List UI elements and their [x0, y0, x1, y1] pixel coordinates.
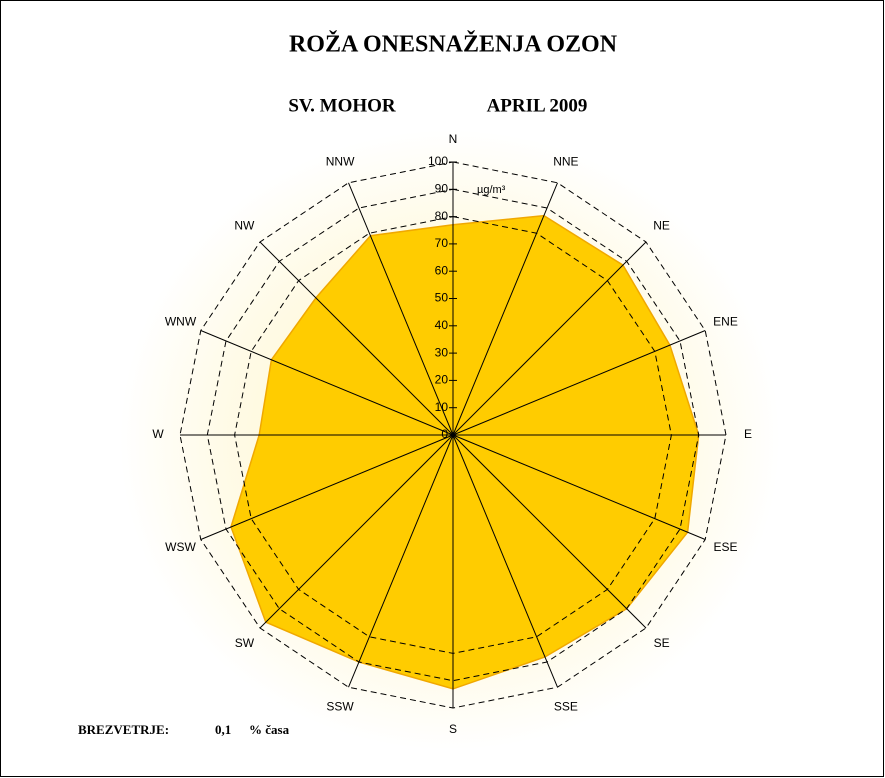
- direction-label: SW: [235, 636, 255, 650]
- axis-spoke: [452, 241, 647, 436]
- direction-label: NNW: [326, 155, 355, 169]
- tick-label: 50: [435, 291, 449, 305]
- direction-label: W: [152, 427, 164, 441]
- calm-unit: % časa: [249, 722, 290, 737]
- axis-spoke: [452, 434, 647, 629]
- tick-label: 20: [435, 373, 449, 387]
- tick-label: 0: [441, 427, 448, 441]
- direction-label: ESE: [713, 540, 737, 554]
- chart-subtitle: SV. MOHOR: [288, 95, 396, 116]
- direction-label: WNW: [165, 314, 197, 328]
- tick-label: 30: [435, 345, 449, 359]
- grid-ring: [206, 188, 700, 682]
- axis-spoke: [348, 434, 454, 688]
- axis-spoke: [200, 330, 454, 436]
- direction-label: N: [449, 132, 458, 146]
- direction-label: SE: [654, 636, 670, 650]
- tick-label: 80: [435, 209, 449, 223]
- direction-label: S: [449, 722, 457, 736]
- tick-label: 40: [435, 318, 449, 332]
- axis-spoke: [452, 434, 706, 540]
- direction-label: SSW: [326, 700, 354, 714]
- tick-label: 60: [435, 263, 449, 277]
- tick-label: 90: [435, 181, 449, 195]
- tick-label: 70: [435, 236, 449, 250]
- axis-spoke: [259, 434, 454, 629]
- direction-label: E: [744, 427, 752, 441]
- axis-spoke: [200, 434, 454, 540]
- direction-label: NW: [234, 219, 255, 233]
- axis-spoke: [452, 434, 558, 688]
- direction-label: WSW: [165, 540, 196, 554]
- chart-title: ROŽA ONESNAŽENJA OZON: [289, 31, 618, 58]
- direction-label: SSE: [554, 700, 578, 714]
- calm-value: 0,1: [215, 722, 231, 737]
- tick-label: 100: [428, 154, 448, 168]
- direction-label: NE: [653, 219, 670, 233]
- calm-label: BREZVETRJE:: [78, 722, 169, 737]
- axis-spoke: [259, 241, 454, 436]
- axis-spoke: [348, 182, 454, 436]
- chart-subtitle: APRIL 2009: [487, 95, 588, 116]
- axis-spoke: [452, 182, 558, 436]
- axis-spoke: [452, 330, 706, 436]
- direction-label: NNE: [553, 155, 578, 169]
- unit-label: µg/m³: [477, 184, 506, 196]
- direction-label: ENE: [713, 314, 738, 328]
- tick-label: 10: [435, 400, 449, 414]
